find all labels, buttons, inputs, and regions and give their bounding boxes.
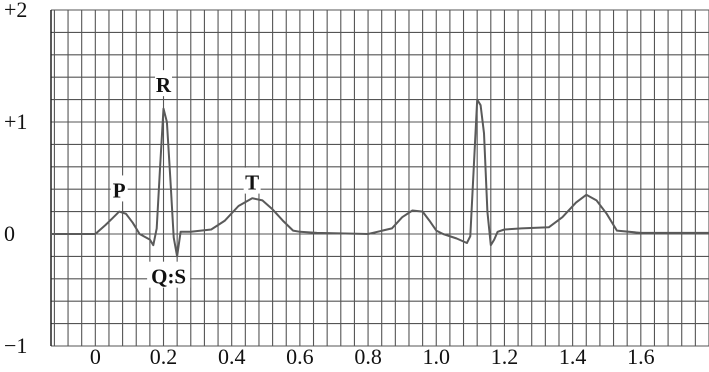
svg-text:R: R [156, 73, 172, 97]
y-tick-label: +1 [4, 109, 27, 134]
y-tick-label: +2 [4, 0, 27, 22]
wave-label-p: P [110, 175, 128, 202]
grid [51, 9, 709, 347]
x-tick-label: 0.8 [354, 344, 382, 369]
wave-label-r: R [155, 70, 173, 97]
wave-labels: P R T Q:S [110, 70, 261, 289]
svg-text:P: P [113, 178, 126, 202]
y-tick-labels: +2 +1 0 −1 [4, 0, 27, 358]
x-tick-label: 1.6 [627, 344, 655, 369]
x-tick-label: 0 [90, 344, 101, 369]
wave-label-t: T [243, 167, 261, 195]
x-tick-label: 0.4 [218, 344, 246, 369]
x-tick-labels: 0 0.2 0.4 0.6 0.8 1.0 1.2 1.4 1.6 [90, 344, 655, 369]
x-tick-label: 1.0 [423, 344, 451, 369]
svg-text:Q:S: Q:S [151, 265, 186, 289]
wave-label-qs: Q:S [147, 261, 191, 289]
y-tick-label: 0 [4, 221, 15, 246]
x-tick-label: 0.2 [150, 344, 178, 369]
ecg-trace [51, 98, 709, 258]
x-tick-label: 1.4 [559, 344, 587, 369]
y-tick-label: −1 [4, 333, 27, 358]
x-tick-label: 0.6 [286, 344, 314, 369]
x-tick-label: 1.2 [491, 344, 519, 369]
svg-text:T: T [245, 171, 259, 195]
